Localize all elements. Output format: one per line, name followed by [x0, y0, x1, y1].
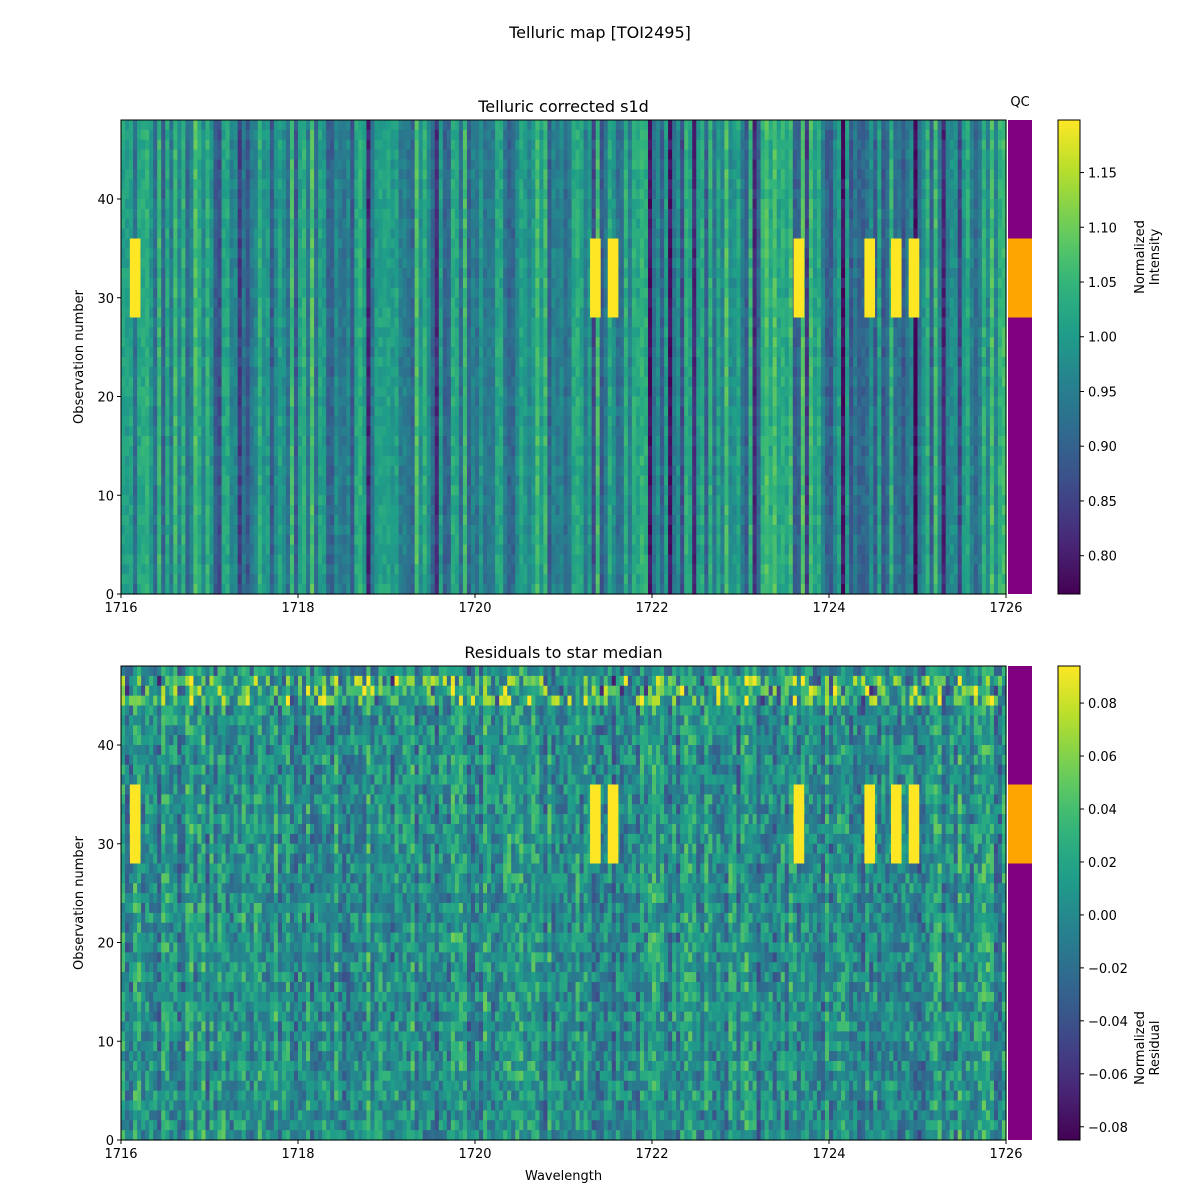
x-tick-label: 1716	[104, 601, 137, 616]
qc-label: QC	[1010, 95, 1029, 110]
panel-title: Telluric corrected s1d	[477, 97, 649, 116]
y-axis-label: Observation number	[72, 835, 87, 970]
y-tick-label: 20	[97, 937, 114, 952]
panel-2: Residuals to star median 1716 1718 1720 1722…	[72, 643, 1163, 1184]
colorbar-gradient	[1058, 120, 1080, 594]
x-tick-label: 1722	[635, 601, 668, 616]
x-tick-label: 1716	[104, 1147, 137, 1162]
heatmap-image	[121, 120, 1007, 595]
x-tick-label: 1726	[989, 1147, 1022, 1162]
colorbar-tick-label: −0.06	[1088, 1068, 1128, 1083]
colorbar: 0.80 0.85 0.90 0.95 1.00 1.05 1.10 1.15 Normaliz…	[1057, 119, 1163, 595]
colorbar-tick-label: 0.02	[1088, 856, 1117, 871]
qc-segment	[1008, 120, 1032, 239]
x-tick-label: 1720	[458, 601, 491, 616]
colorbar-label: NormalizedResidual	[1133, 1011, 1163, 1085]
colorbar-tick-label: 0.08	[1088, 697, 1117, 712]
axes-frame	[120, 665, 1007, 1141]
colorbar-label-line: Residual	[1148, 1021, 1163, 1076]
y-tick-label: 40	[97, 739, 114, 754]
x-tick-label: 1724	[812, 1147, 845, 1162]
x-tick-label: 1722	[635, 1147, 668, 1162]
colorbar-tick-label: 1.00	[1088, 331, 1117, 346]
qc-segment	[1008, 317, 1032, 594]
x-tick-label: 1726	[989, 601, 1022, 616]
figure-title: Telluric map [TOI2495]	[508, 23, 691, 42]
x-tick-label: 1718	[281, 1147, 314, 1162]
colorbar-tick-label: 0.85	[1088, 495, 1117, 510]
colorbar-label-line: Normalized	[1133, 220, 1148, 294]
colorbar-tick-label: −0.08	[1088, 1121, 1128, 1136]
y-tick-label: 10	[97, 1035, 114, 1050]
colorbar-tick-label: 0.04	[1088, 803, 1117, 818]
colorbar-tick-label: 0.90	[1088, 440, 1117, 455]
y-tick-label: 40	[97, 193, 114, 208]
colorbar-tick-label: 0.80	[1088, 550, 1117, 565]
qc-segment	[1008, 238, 1032, 318]
colorbar-label: NormalizedIntensity	[1133, 220, 1163, 294]
colorbar-tick-label: 1.10	[1088, 221, 1117, 236]
colorbar-tick-label: 0.00	[1088, 909, 1117, 924]
colorbar-tick-label: 0.06	[1088, 750, 1117, 765]
y-tick-label: 0	[106, 1134, 114, 1149]
x-axis-label: Wavelength	[525, 1169, 602, 1184]
colorbar-tick-label: 0.95	[1088, 385, 1117, 400]
y-tick-label: 30	[97, 838, 114, 853]
colorbar-tick-label: −0.04	[1088, 1015, 1128, 1030]
colorbar-label-line: Normalized	[1133, 1011, 1148, 1085]
qc-strip	[1008, 120, 1032, 594]
colorbar-tick-label: 1.05	[1088, 276, 1117, 291]
y-axis-label: Observation number	[72, 289, 87, 424]
x-tick-label: 1718	[281, 601, 314, 616]
x-tick-label: 1720	[458, 1147, 491, 1162]
panel-title: Residuals to star median	[464, 643, 662, 662]
colorbar-gradient	[1058, 666, 1080, 1140]
y-tick-label: 0	[106, 588, 114, 603]
qc-segment	[1008, 666, 1032, 785]
colorbar-frame	[1057, 665, 1081, 1141]
panel-1: Telluric corrected s1d 1716 1718 1720 1722 17…	[72, 95, 1163, 616]
qc-segment	[1008, 863, 1032, 1140]
colorbar-frame	[1057, 119, 1081, 595]
y-tick-label: 10	[97, 489, 114, 504]
colorbar-tick-label: −0.02	[1088, 962, 1128, 977]
qc-strip	[1008, 666, 1032, 1140]
colorbar: −0.08 −0.06 −0.04 −0.02 0.00 0.02 0.04 0.06 0.08…	[1057, 665, 1163, 1141]
colorbar-label-line: Intensity	[1148, 228, 1163, 285]
colorbar-tick-label: 1.15	[1088, 167, 1117, 182]
y-tick-label: 20	[97, 391, 114, 406]
y-tick-label: 30	[97, 292, 114, 307]
heatmap-image	[121, 666, 1007, 1141]
x-tick-label: 1724	[812, 601, 845, 616]
qc-segment	[1008, 784, 1032, 864]
axes-frame	[120, 119, 1007, 595]
